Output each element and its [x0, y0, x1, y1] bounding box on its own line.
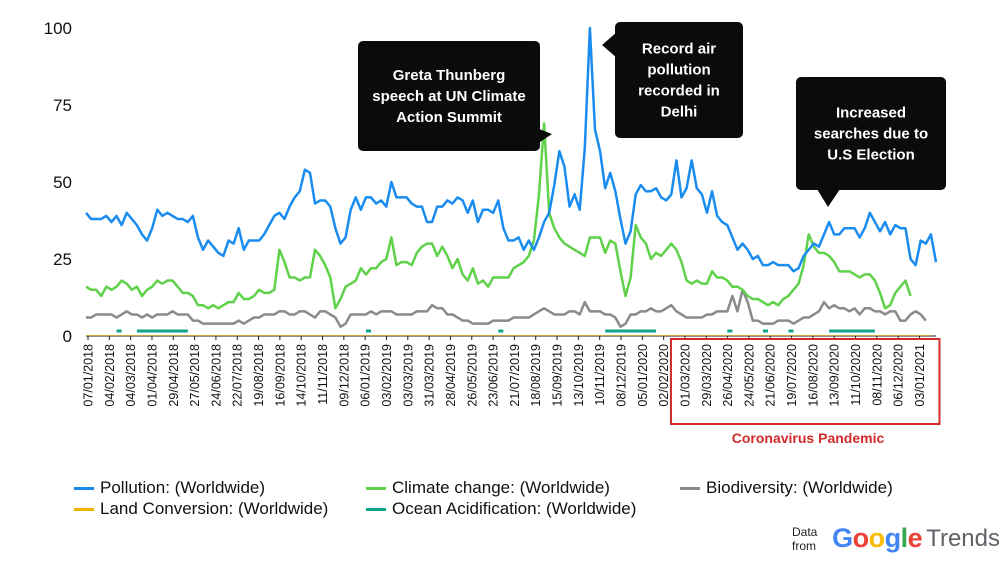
data-source: Data from Google Trends: [792, 523, 1000, 554]
x-tick-label: 29/04/2018: [167, 344, 181, 407]
annotation-text: U.S Election: [827, 147, 915, 164]
x-tick-label: 07/01/2018: [82, 344, 96, 407]
x-tick-label: 27/05/2018: [188, 344, 202, 407]
legend-item-climate-change: Climate change: (Worldwide): [366, 478, 610, 498]
x-tick-label: 31/03/2019: [423, 344, 437, 407]
annotation-pointer: [817, 189, 840, 207]
google-logo-letter: e: [907, 523, 923, 553]
x-tick-label: 26/05/2019: [465, 344, 479, 407]
annotation-text: Record air: [642, 41, 716, 58]
x-tick-label: 26/04/2020: [721, 344, 735, 407]
annotation-pointer: [602, 32, 617, 58]
x-tick-label: 09/12/2018: [337, 344, 351, 407]
legend-item-pollution: Pollution: (Worldwide): [74, 478, 265, 498]
annotation-text: speech at UN Climate: [372, 88, 525, 105]
x-tick-label: 08/11/2020: [870, 344, 884, 406]
x-tick-label: 24/06/2018: [209, 344, 223, 407]
x-tick-label: 16/09/2018: [273, 344, 287, 407]
legend-label: Ocean Acidification: (Worldwide): [392, 499, 637, 518]
google-logo-letter: l: [900, 523, 909, 553]
x-tick-label: 16/08/2020: [806, 344, 820, 407]
google-logo: Google: [832, 523, 923, 554]
pandemic-highlight-box: [669, 338, 941, 425]
google-logo-letter: G: [832, 523, 853, 553]
annotation-pointer: [521, 122, 552, 150]
google-logo-letter: o: [852, 523, 870, 553]
y-tick-label: 50: [53, 173, 72, 192]
trends-word: Trends: [926, 524, 1000, 552]
annotation-box: [615, 22, 743, 138]
x-tick-label: 24/05/2020: [742, 344, 756, 407]
legend-item-ocean-acidification: Ocean Acidification: (Worldwide): [366, 499, 636, 519]
y-tick-label: 100: [44, 19, 72, 38]
x-tick-label: 01/03/2020: [678, 344, 692, 407]
annotation-text: Delhi: [661, 104, 698, 121]
x-tick-label: 19/07/2020: [785, 344, 799, 407]
annotation-box: [796, 77, 946, 190]
x-tick-label: 03/03/2019: [401, 344, 415, 407]
legend-swatch: [74, 507, 94, 511]
series-line-biodiversity: [86, 288, 927, 329]
legend-swatch: [680, 486, 700, 490]
x-tick-label: 11/10/2020: [849, 344, 863, 406]
x-tick-label: 08/12/2019: [615, 344, 629, 407]
annotation-text: Greta Thunberg: [393, 67, 506, 84]
pandemic-label: Coronavirus Pandemic: [731, 430, 885, 446]
annotation-box: [358, 41, 540, 151]
y-tick-label: 75: [53, 96, 72, 115]
x-tick-label: 28/04/2019: [444, 344, 458, 407]
x-tick-label: 22/07/2018: [231, 344, 245, 407]
x-tick-label: 19/08/2018: [252, 344, 266, 407]
legend-label: Pollution: (Worldwide): [100, 478, 266, 497]
series-line-pollution: [85, 26, 938, 273]
x-tick-label: 03/01/2021: [913, 344, 927, 407]
annotation-text: recorded in: [638, 83, 720, 100]
x-tick-label: 06/01/2019: [359, 344, 373, 407]
legend-item-land-conversion: Land Conversion: (Worldwide): [74, 499, 328, 519]
x-tick-label: 14/10/2018: [295, 344, 309, 407]
legend-label: Climate change: (Worldwide): [392, 478, 610, 497]
x-tick-label: 15/09/2019: [551, 344, 565, 407]
source-prefix: Data from: [792, 524, 818, 553]
legend-swatch: [74, 486, 94, 490]
legend-label: Land Conversion: (Worldwide): [100, 499, 329, 518]
legend-label: Biodiversity: (Worldwide): [706, 478, 893, 497]
annotation-text: searches due to: [814, 126, 928, 143]
x-tick-label: 10/11/2019: [593, 344, 607, 406]
x-tick-label: 13/09/2020: [828, 344, 842, 407]
google-logo-letter: g: [884, 523, 902, 553]
x-tick-label: 06/12/2020: [892, 344, 906, 407]
x-tick-label: 29/03/2020: [700, 344, 714, 407]
google-logo-letter: o: [868, 523, 886, 553]
x-tick-label: 21/06/2020: [764, 344, 778, 407]
x-tick-label: 21/07/2019: [508, 344, 522, 407]
x-tick-label: 13/10/2019: [572, 344, 586, 407]
y-tick-label: 25: [53, 250, 72, 269]
x-tick-label: 01/04/2018: [145, 344, 159, 407]
legend-swatch: [366, 486, 386, 490]
y-tick-label: 0: [63, 327, 72, 346]
x-tick-label: 04/02/2018: [103, 344, 117, 407]
annotation-text: Action Summit: [396, 109, 502, 126]
x-tick-label: 18/08/2019: [529, 344, 543, 407]
x-tick-label: 02/02/2020: [657, 344, 671, 407]
x-tick-label: 03/02/2019: [380, 344, 394, 407]
legend-swatch: [366, 507, 386, 511]
annotation-text: Increased: [836, 105, 906, 122]
x-tick-label: 23/06/2019: [487, 344, 501, 407]
annotation-text: pollution: [647, 62, 710, 79]
x-tick-label: 11/11/2018: [316, 344, 330, 405]
series-line-climate-change: [85, 122, 912, 310]
legend-item-biodiversity: Biodiversity: (Worldwide): [680, 478, 893, 498]
x-tick-label: 05/01/2020: [636, 344, 650, 407]
x-tick-label: 04/03/2018: [124, 344, 138, 407]
